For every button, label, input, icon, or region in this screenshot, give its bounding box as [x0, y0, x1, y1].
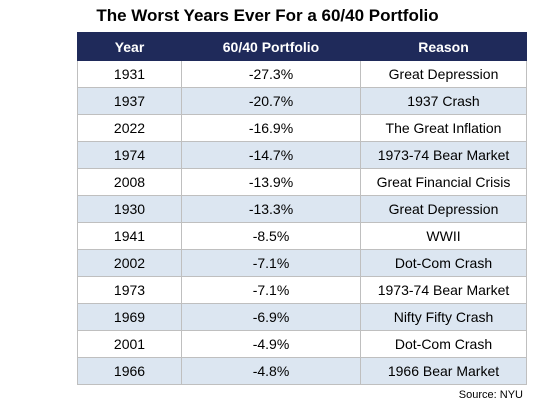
table-cell: -27.3%	[181, 60, 361, 88]
table-row: 1937 -20.7% 1937 Crash	[77, 87, 527, 115]
column-header: Reason	[360, 32, 527, 61]
table-cell: 2001	[77, 330, 182, 358]
table-cell: 1937	[77, 87, 182, 115]
table-row: 2002 -7.1% Dot-Com Crash	[77, 249, 527, 277]
table-cell: Nifty Fifty Crash	[360, 303, 527, 331]
table-row: 1931 -27.3% Great Depression	[77, 60, 527, 88]
table-cell: -14.7%	[181, 141, 361, 169]
table-cell: Great Financial Crisis	[360, 168, 527, 196]
table-cell: 1973	[77, 276, 182, 304]
table-cell: 1930	[77, 195, 182, 223]
table-cell: 1974	[77, 141, 182, 169]
table-cell: The Great Inflation	[360, 114, 527, 142]
table-cell: -6.9%	[181, 303, 361, 331]
table-cell: 1973-74 Bear Market	[360, 276, 527, 304]
table-cell: 1966 Bear Market	[360, 357, 527, 385]
table-cell: -7.1%	[181, 276, 361, 304]
table-row: 2001 -4.9% Dot-Com Crash	[77, 330, 527, 358]
table-cell: 1931	[77, 60, 182, 88]
table-cell: 1969	[77, 303, 182, 331]
table-cell: 1937 Crash	[360, 87, 527, 115]
table-row: 1966 -4.8% 1966 Bear Market	[77, 357, 527, 385]
column-header: Year	[77, 32, 182, 61]
title: The Worst Years Ever For a 60/40 Portfol…	[96, 6, 439, 25]
table-cell: 2022	[77, 114, 182, 142]
table-cell: -8.5%	[181, 222, 361, 250]
header-row: Year 60/40 Portfolio Reason	[77, 32, 527, 61]
table-cell: -20.7%	[181, 87, 361, 115]
table-row: 1974 -14.7% 1973-74 Bear Market	[77, 141, 527, 169]
table-cell: WWII	[360, 222, 527, 250]
table-cell: 1941	[77, 222, 182, 250]
table-row: 1930 -13.3% Great Depression	[77, 195, 527, 223]
table-cell: -4.9%	[181, 330, 361, 358]
table-cell: 1966	[77, 357, 182, 385]
table-cell: Great Depression	[360, 60, 527, 88]
table-row: 2022 -16.9% The Great Inflation	[77, 114, 527, 142]
table-cell: -13.9%	[181, 168, 361, 196]
table-cell: -13.3%	[181, 195, 361, 223]
column-header: 60/40 Portfolio	[181, 32, 361, 61]
table-cell: Dot-Com Crash	[360, 249, 527, 277]
table-row: 1973 -7.1% 1973-74 Bear Market	[77, 276, 527, 304]
table-cell: 1973-74 Bear Market	[360, 141, 527, 169]
table-body: 1931 -27.3% Great Depression 1937 -20.7% 1937…	[77, 60, 527, 385]
table-row: 1969 -6.9% Nifty Fifty Crash	[77, 303, 527, 331]
table-row: 2008 -13.9% Great Financial Crisis	[77, 168, 527, 196]
table-cell: 2008	[77, 168, 182, 196]
source-note: Source: NYU	[458, 389, 523, 401]
table-cell: Dot-Com Crash	[360, 330, 527, 358]
table-cell: -7.1%	[181, 249, 361, 277]
table-cell: Great Depression	[360, 195, 527, 223]
table-cell: -16.9%	[181, 114, 361, 142]
table: Year 60/40 Portfolio Reason 1931 -27.3% Grea…	[77, 32, 527, 385]
table-row: 1941 -8.5% WWII	[77, 222, 527, 250]
table-cell: -4.8%	[181, 357, 361, 385]
table-header: Year 60/40 Portfolio Reason	[77, 32, 527, 61]
table-cell: 2002	[77, 249, 182, 277]
